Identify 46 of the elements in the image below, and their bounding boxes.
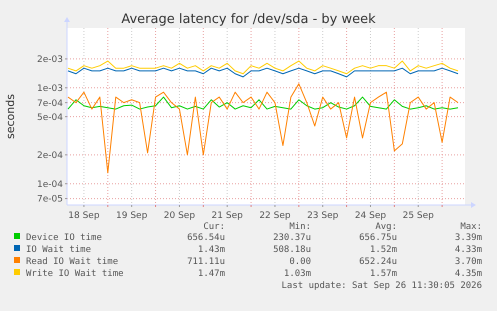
legend-label: Read IO Wait time <box>26 257 118 267</box>
y-axis-title: seconds <box>4 94 17 139</box>
x-tick-label: 24 Sep <box>354 211 386 221</box>
x-tick-label: 23 Sep <box>307 211 339 221</box>
text: 1.57m <box>370 269 397 279</box>
text: Max: <box>460 222 482 232</box>
x-tick-label: 19 Sep <box>116 211 148 221</box>
text: 656.75u <box>359 233 397 243</box>
x-tick-label: 25 Sep <box>402 211 434 221</box>
text: 656.54u <box>187 233 225 243</box>
x-tick-label: 21 Sep <box>212 211 244 221</box>
text: 3.39m <box>454 233 482 243</box>
legend-label: Device IO time <box>26 233 102 243</box>
chart-title: Average latency for /dev/sda - by week <box>121 12 376 27</box>
text: 1.43m <box>198 245 225 255</box>
x-tick-label: 22 Sep <box>259 211 291 221</box>
text: 1.52m <box>370 245 397 255</box>
text: 1.03m <box>284 269 311 279</box>
text: Cur: <box>203 222 225 232</box>
y-tick-label: 2e-03 <box>37 55 63 66</box>
text: 230.37u <box>273 233 311 243</box>
x-tick-label: 18 Sep <box>68 211 100 221</box>
text: 4.33m <box>454 245 482 255</box>
text: 652.24u <box>359 257 397 267</box>
text: Last update: Sat Sep 26 11:30:05 2026 <box>282 281 482 291</box>
y-tick-label: 1e-03 <box>37 84 63 94</box>
line-series <box>67 96 459 110</box>
text: 508.18u <box>273 245 311 255</box>
text: Min: <box>289 222 311 232</box>
x-tick-label: 20 Sep <box>164 211 196 221</box>
legend-label: Write IO Wait time <box>26 269 124 279</box>
text: 711.11u <box>187 257 225 267</box>
y-tick-label: 5e-04 <box>37 112 64 123</box>
y-tick-label: 2e-04 <box>37 150 64 161</box>
y-tick-label: 1e-04 <box>37 180 64 190</box>
y-tick-label: 7e-05 <box>37 194 63 205</box>
legend-label: IO Wait time <box>26 245 92 255</box>
text: 4.35m <box>454 269 482 279</box>
text: 3.70m <box>454 257 482 267</box>
line-series <box>67 60 459 74</box>
y-tick-label: 7e-04 <box>37 98 64 109</box>
text: Avg: <box>375 222 397 232</box>
line-series <box>67 68 459 78</box>
text: 1.47m <box>198 269 225 279</box>
line-series <box>67 83 459 174</box>
text: 0.00 <box>289 257 311 267</box>
